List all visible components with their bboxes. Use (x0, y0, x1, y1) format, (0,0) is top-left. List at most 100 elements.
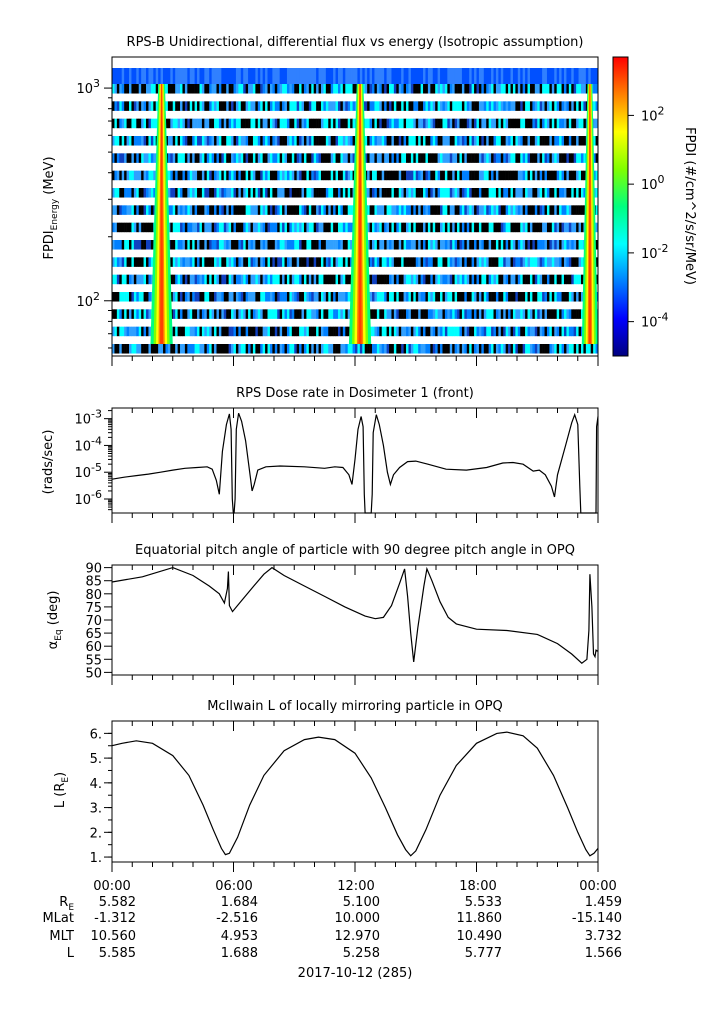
spectrogram-cell (282, 292, 285, 302)
spectrogram-cell (449, 205, 453, 215)
spectrogram-cell (199, 205, 203, 215)
spectrogram-cell (350, 153, 353, 163)
spectrogram-cell (483, 222, 487, 233)
spectrogram-cell (561, 292, 565, 302)
spectrogram-cell (500, 240, 504, 250)
spectrogram-cell (112, 205, 115, 215)
spectrogram-cell (430, 205, 434, 215)
spectrogram-cell (481, 188, 485, 198)
spectrogram-cell (427, 153, 431, 163)
spectrogram-cell (474, 309, 477, 319)
spectrogram-cell (226, 170, 229, 181)
spectrogram-cell (410, 240, 414, 250)
spectrogram-cell (221, 188, 225, 198)
spectrogram-cell (427, 326, 431, 337)
spectrogram-cell (486, 222, 489, 233)
spectrogram-cell (235, 222, 239, 233)
spectrogram-cell (466, 68, 470, 84)
spectrogram-cell (427, 68, 431, 84)
spectrogram-cell (141, 68, 144, 84)
spectrogram-cell (549, 118, 553, 129)
spectrogram-cell (245, 170, 249, 181)
spectrogram-cell (328, 222, 331, 233)
spectrogram-cell (449, 292, 453, 302)
spectrogram-cell (320, 222, 324, 233)
spectrogram-cell (320, 205, 324, 215)
spectrogram-cell (313, 292, 317, 302)
spectrogram-cell (559, 68, 562, 84)
spectrogram-cell (194, 136, 198, 146)
spectrogram-cell (199, 326, 203, 337)
spectrogram-cell (406, 292, 409, 302)
spectrogram-cell (444, 344, 448, 354)
spectrogram-cell (279, 309, 283, 319)
spectrogram-cell (345, 274, 349, 285)
spectrogram-cell (580, 153, 584, 163)
spectrogram-cell (561, 205, 565, 215)
spectrogram-cell (406, 205, 409, 215)
spectrogram-cell (274, 257, 278, 267)
spectrogram-cell (578, 118, 582, 129)
spectrogram-cell (563, 101, 567, 111)
spectrogram-cell (423, 153, 426, 163)
spectrogram-cell (216, 170, 220, 181)
spectrogram-cell (146, 274, 149, 285)
spectrogram-cell (364, 101, 368, 111)
spectrogram-cell (495, 118, 499, 129)
spectrogram-cell (505, 205, 509, 215)
spectrogram-cell (150, 68, 154, 84)
spectrogram-cell (267, 240, 271, 250)
spectrogram-cell (372, 101, 375, 111)
spectrogram-cell (206, 136, 210, 146)
spectrogram-cell (525, 170, 528, 181)
spectrogram-cell (214, 136, 217, 146)
spectrogram-cell (372, 344, 375, 354)
spectrogram-cell (350, 84, 353, 94)
spectrogram-cell (286, 188, 290, 198)
spectrogram-cell (512, 344, 516, 354)
spectrogram-cell (396, 326, 400, 337)
spectrogram-cell (430, 274, 434, 285)
spectrogram-cell (469, 136, 472, 146)
spectrogram-cell (272, 222, 276, 233)
spectrogram-cell (568, 344, 572, 354)
spectrogram-cell (153, 170, 157, 181)
spectrogram-cell (517, 118, 521, 129)
spectrogram-cell (131, 326, 135, 337)
spectrogram-cell (561, 222, 565, 233)
spectrogram-cell (269, 240, 273, 250)
spectrogram-cell (474, 257, 477, 267)
spectrogram-cell (184, 153, 188, 163)
spectrogram-cell (408, 68, 412, 84)
spectrogram-cell (187, 292, 191, 302)
spectrogram-cell (272, 344, 276, 354)
colorbar-tick-label-base: 10 (641, 247, 658, 262)
mcilwain-l-ylabel-main: L (R (53, 783, 68, 808)
spectrogram-cell (308, 188, 312, 198)
spectrogram-cell (374, 344, 378, 354)
spectrogram-cell (493, 292, 497, 302)
spectrogram-cell (568, 326, 572, 337)
spectrogram-cell (146, 170, 149, 181)
spectrogram-cell (580, 274, 584, 285)
spectrogram-cell (566, 153, 570, 163)
spectrogram-cell (284, 292, 288, 302)
spectrogram-cell (510, 326, 514, 337)
spectrogram-cell (464, 136, 468, 146)
spectrogram-cell (418, 309, 421, 319)
spectrogram-cell (452, 170, 455, 181)
spectrogram-cell (248, 309, 251, 319)
spectrogram-cell (112, 136, 115, 146)
spectrogram-cell (476, 257, 480, 267)
spectrogram-cell (340, 153, 344, 163)
spectrogram-cell (537, 205, 540, 215)
spectrogram-cell (474, 222, 477, 233)
spectrogram-cell (124, 188, 127, 198)
spectrogram-cell (537, 170, 540, 181)
spectrogram-cell (124, 84, 127, 94)
spectrogram-cell (483, 240, 487, 250)
spectrogram-cell (510, 344, 514, 354)
spectrogram-cell (376, 309, 380, 319)
time-tick-label: 00:00 (93, 879, 130, 894)
spectrogram-cell (129, 188, 132, 198)
